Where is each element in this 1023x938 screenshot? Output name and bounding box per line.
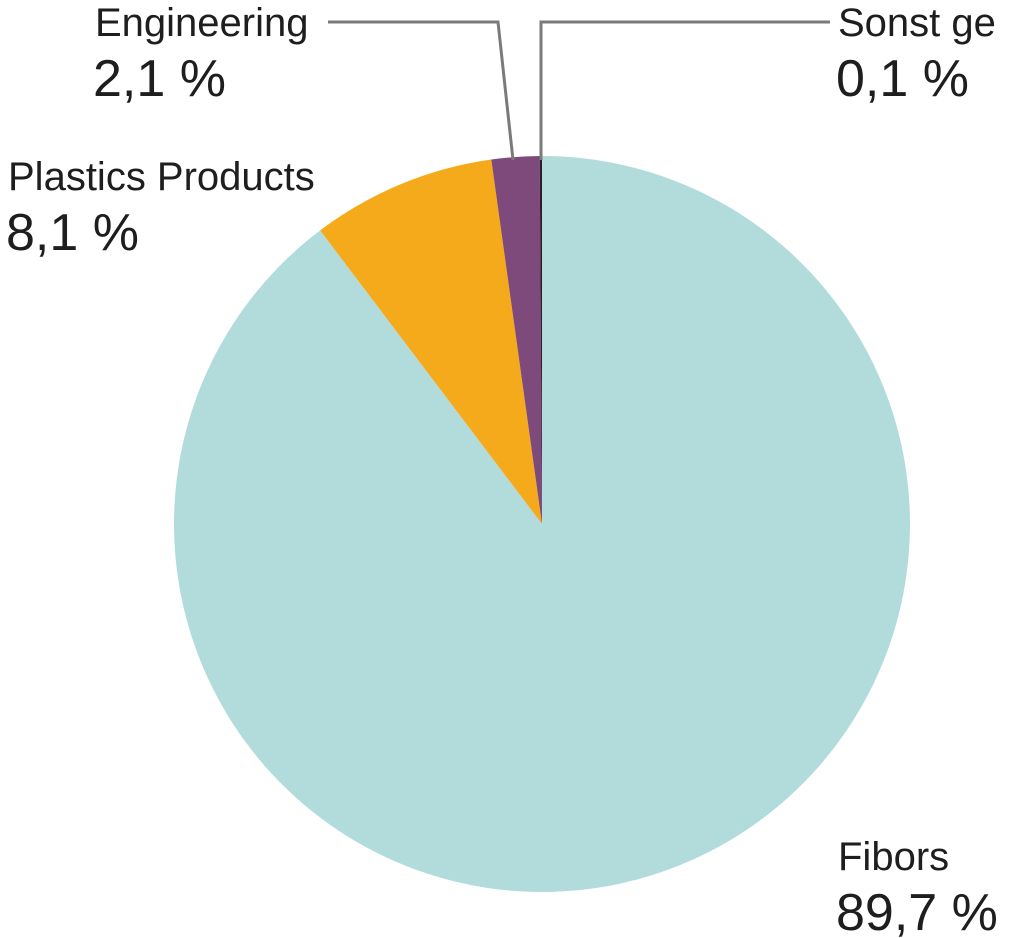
plastics-products-value-label: 8,1 % xyxy=(6,204,139,262)
sonstige-value-label: 0,1 % xyxy=(836,50,969,108)
pie-slices xyxy=(173,156,910,892)
pie-slice-sonst-ge xyxy=(539,156,542,524)
sonstige-leader-line xyxy=(539,20,830,160)
engineering-value-label: 2,1 % xyxy=(93,50,226,108)
engineering-label: Engineering xyxy=(95,1,309,45)
plastics-products-label: Plastics Products xyxy=(8,155,315,199)
pie-slice-plastics-products xyxy=(320,159,542,524)
fibors-value-label: 89,7 % xyxy=(836,884,998,938)
engineering-leader-line xyxy=(328,20,515,161)
sonstige-label: Sonst ge xyxy=(838,1,996,45)
pie-slice-fibors xyxy=(173,156,910,892)
pie-slice-engineering xyxy=(491,156,542,524)
fibors-label: Fibors xyxy=(838,835,949,879)
